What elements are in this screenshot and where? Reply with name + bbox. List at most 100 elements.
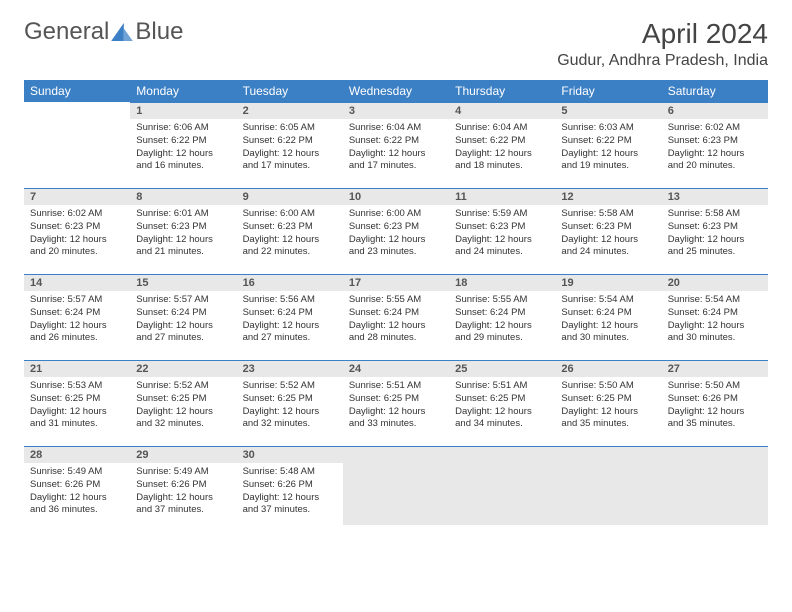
day-info: Sunrise: 6:04 AMSunset: 6:22 PMDaylight:… [343,119,449,177]
calendar-row: 1Sunrise: 6:06 AMSunset: 6:22 PMDaylight… [24,102,768,188]
day-number: 10 [343,188,449,205]
day-info: Sunrise: 6:03 AMSunset: 6:22 PMDaylight:… [555,119,661,177]
calendar-cell: 15Sunrise: 5:57 AMSunset: 6:24 PMDayligh… [130,274,236,360]
calendar-cell: 7Sunrise: 6:02 AMSunset: 6:23 PMDaylight… [24,188,130,274]
day-number: 1 [130,102,236,119]
day-info: Sunrise: 5:57 AMSunset: 6:24 PMDaylight:… [24,291,130,349]
calendar-cell: 19Sunrise: 5:54 AMSunset: 6:24 PMDayligh… [555,274,661,360]
calendar-cell: 20Sunrise: 5:54 AMSunset: 6:24 PMDayligh… [662,274,768,360]
day-info: Sunrise: 5:59 AMSunset: 6:23 PMDaylight:… [449,205,555,263]
day-number: 22 [130,360,236,377]
calendar-cell: 16Sunrise: 5:56 AMSunset: 6:24 PMDayligh… [237,274,343,360]
day-number: 23 [237,360,343,377]
calendar-cell: 27Sunrise: 5:50 AMSunset: 6:26 PMDayligh… [662,360,768,446]
weekday-header: Saturday [662,80,768,102]
calendar-cell: 23Sunrise: 5:52 AMSunset: 6:25 PMDayligh… [237,360,343,446]
day-info: Sunrise: 5:55 AMSunset: 6:24 PMDaylight:… [343,291,449,349]
weekday-header: Friday [555,80,661,102]
calendar-cell: 11Sunrise: 5:59 AMSunset: 6:23 PMDayligh… [449,188,555,274]
day-number: 30 [237,446,343,463]
calendar-cell: 17Sunrise: 5:55 AMSunset: 6:24 PMDayligh… [343,274,449,360]
day-info: Sunrise: 5:48 AMSunset: 6:26 PMDaylight:… [237,463,343,521]
title-block: April 2024 Gudur, Andhra Pradesh, India [557,18,768,70]
day-info: Sunrise: 5:57 AMSunset: 6:24 PMDaylight:… [130,291,236,349]
calendar-row: 21Sunrise: 5:53 AMSunset: 6:25 PMDayligh… [24,360,768,446]
calendar-cell: 18Sunrise: 5:55 AMSunset: 6:24 PMDayligh… [449,274,555,360]
logo-triangle-icon [111,23,133,41]
day-number: 6 [662,102,768,119]
day-info: Sunrise: 6:00 AMSunset: 6:23 PMDaylight:… [343,205,449,263]
calendar-cell: 29Sunrise: 5:49 AMSunset: 6:26 PMDayligh… [130,446,236,532]
weekday-header: Thursday [449,80,555,102]
calendar-cell: 26Sunrise: 5:50 AMSunset: 6:25 PMDayligh… [555,360,661,446]
day-number: 3 [343,102,449,119]
logo: General Blue [24,18,183,46]
day-info: Sunrise: 5:54 AMSunset: 6:24 PMDaylight:… [662,291,768,349]
day-info: Sunrise: 6:00 AMSunset: 6:23 PMDaylight:… [237,205,343,263]
calendar-cell: 8Sunrise: 6:01 AMSunset: 6:23 PMDaylight… [130,188,236,274]
trailing-cell-header [662,446,768,463]
day-number: 28 [24,446,130,463]
location-text: Gudur, Andhra Pradesh, India [557,52,768,70]
day-number: 20 [662,274,768,291]
calendar-cell [449,446,555,532]
calendar-cell [662,446,768,532]
day-info: Sunrise: 5:53 AMSunset: 6:25 PMDaylight:… [24,377,130,435]
calendar-cell: 9Sunrise: 6:00 AMSunset: 6:23 PMDaylight… [237,188,343,274]
trailing-cell-body [555,463,661,525]
day-number: 2 [237,102,343,119]
day-number: 8 [130,188,236,205]
trailing-cell-body [449,463,555,525]
day-info: Sunrise: 6:02 AMSunset: 6:23 PMDaylight:… [662,119,768,177]
day-info: Sunrise: 5:52 AMSunset: 6:25 PMDaylight:… [237,377,343,435]
calendar-table: SundayMondayTuesdayWednesdayThursdayFrid… [24,80,768,532]
calendar-cell: 3Sunrise: 6:04 AMSunset: 6:22 PMDaylight… [343,102,449,188]
day-info: Sunrise: 5:54 AMSunset: 6:24 PMDaylight:… [555,291,661,349]
day-info: Sunrise: 5:56 AMSunset: 6:24 PMDaylight:… [237,291,343,349]
day-info: Sunrise: 5:58 AMSunset: 6:23 PMDaylight:… [662,205,768,263]
day-number: 4 [449,102,555,119]
calendar-cell [343,446,449,532]
day-number: 18 [449,274,555,291]
day-info: Sunrise: 5:51 AMSunset: 6:25 PMDaylight:… [343,377,449,435]
calendar-cell: 21Sunrise: 5:53 AMSunset: 6:25 PMDayligh… [24,360,130,446]
day-number: 19 [555,274,661,291]
day-number: 7 [24,188,130,205]
calendar-cell: 25Sunrise: 5:51 AMSunset: 6:25 PMDayligh… [449,360,555,446]
day-info: Sunrise: 5:50 AMSunset: 6:26 PMDaylight:… [662,377,768,435]
day-info: Sunrise: 5:51 AMSunset: 6:25 PMDaylight:… [449,377,555,435]
day-info: Sunrise: 6:05 AMSunset: 6:22 PMDaylight:… [237,119,343,177]
day-number: 14 [24,274,130,291]
calendar-cell: 1Sunrise: 6:06 AMSunset: 6:22 PMDaylight… [130,102,236,188]
day-info: Sunrise: 5:55 AMSunset: 6:24 PMDaylight:… [449,291,555,349]
calendar-row: 14Sunrise: 5:57 AMSunset: 6:24 PMDayligh… [24,274,768,360]
day-number: 26 [555,360,661,377]
calendar-row: 7Sunrise: 6:02 AMSunset: 6:23 PMDaylight… [24,188,768,274]
weekday-header: Wednesday [343,80,449,102]
day-number: 15 [130,274,236,291]
trailing-cell-body [662,463,768,525]
day-info: Sunrise: 6:01 AMSunset: 6:23 PMDaylight:… [130,205,236,263]
day-info: Sunrise: 6:06 AMSunset: 6:22 PMDaylight:… [130,119,236,177]
trailing-cell-body [343,463,449,525]
day-info: Sunrise: 6:02 AMSunset: 6:23 PMDaylight:… [24,205,130,263]
day-number: 5 [555,102,661,119]
weekday-header-row: SundayMondayTuesdayWednesdayThursdayFrid… [24,80,768,102]
day-number: 24 [343,360,449,377]
day-number: 11 [449,188,555,205]
calendar-cell: 22Sunrise: 5:52 AMSunset: 6:25 PMDayligh… [130,360,236,446]
calendar-cell: 30Sunrise: 5:48 AMSunset: 6:26 PMDayligh… [237,446,343,532]
calendar-cell: 13Sunrise: 5:58 AMSunset: 6:23 PMDayligh… [662,188,768,274]
trailing-cell-header [555,446,661,463]
month-title: April 2024 [557,18,768,50]
weekday-header: Sunday [24,80,130,102]
calendar-cell [24,102,130,188]
day-number: 27 [662,360,768,377]
logo-text-1: General [24,18,109,46]
calendar-cell: 5Sunrise: 6:03 AMSunset: 6:22 PMDaylight… [555,102,661,188]
day-number: 13 [662,188,768,205]
day-info: Sunrise: 5:58 AMSunset: 6:23 PMDaylight:… [555,205,661,263]
day-info: Sunrise: 5:49 AMSunset: 6:26 PMDaylight:… [24,463,130,521]
calendar-row: 28Sunrise: 5:49 AMSunset: 6:26 PMDayligh… [24,446,768,532]
day-number: 9 [237,188,343,205]
